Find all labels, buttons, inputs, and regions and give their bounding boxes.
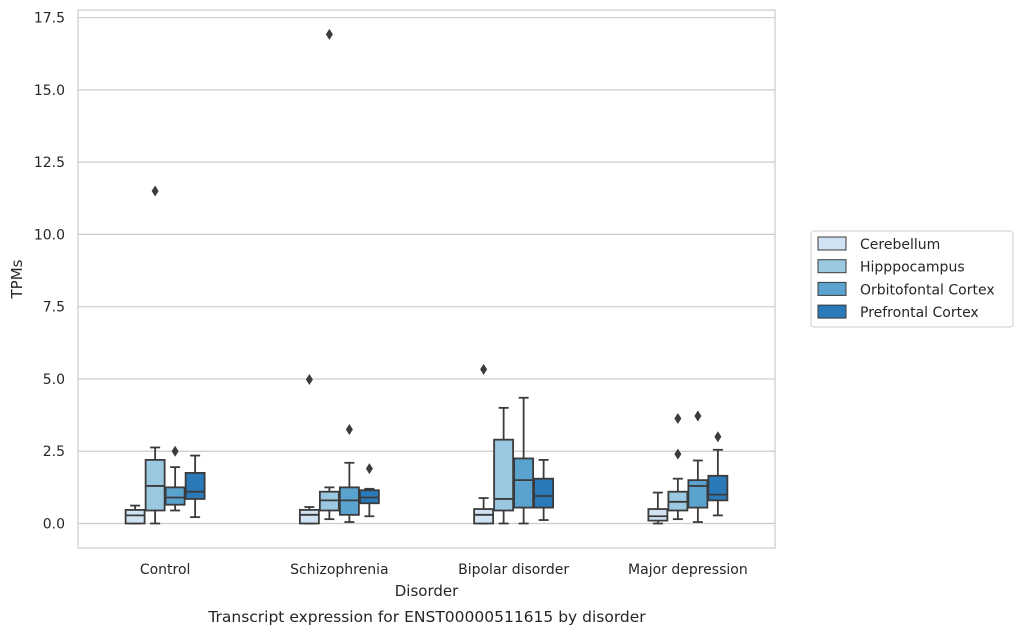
chart-caption: Transcript expression for ENST0000051161… [207,608,646,626]
legend-label: Prefrontal Cortex [860,305,979,321]
box-group [144,185,166,525]
legend-swatch [817,304,847,319]
box [493,438,515,512]
y-tick-label: 12.5 [34,155,65,171]
x-tick-label: Control [140,562,191,578]
box-group [533,458,555,521]
box-group [647,491,669,525]
y-axis-ticks: 0.0 2.5 5.0 7.5 10.0 12.5 15.0 17.5 [34,11,65,533]
box-group [164,445,186,512]
box [184,472,206,500]
outlier-point [694,410,702,422]
outlier-point [325,28,333,40]
x-axis-ticks: Control Schizophrenia Bipolar disorder Majo… [140,562,748,578]
outlier-point [171,445,179,457]
x-axis-title: Disorder [395,582,459,600]
legend: Cerebellum Hipppocampus Orbitofontal Corte… [810,230,1014,328]
legend-swatch [817,236,847,251]
series-hipppocampus [144,28,689,525]
box-group [338,424,360,523]
y-axis-title: TPMs [8,259,26,299]
box-group [667,413,689,521]
box-group [298,374,320,525]
legend-label: Cerebellum [860,237,940,253]
y-tick-label: 2.5 [43,444,65,460]
outlier-point [674,448,682,460]
box [687,479,709,509]
x-tick-label: Bipolar disorder [458,562,569,578]
box-group [124,504,146,525]
box [513,457,535,509]
series-cerebellum [124,363,669,525]
box [298,509,320,525]
legend-swatch [817,281,847,296]
box-group [493,406,515,525]
outlier-point [345,424,353,436]
y-tick-label: 17.5 [34,11,65,27]
legend-frame [810,230,1014,328]
box-group [318,28,340,521]
box [164,486,186,506]
box-group [707,431,729,517]
x-tick-label: Major depression [628,562,748,578]
y-tick-label: 0.0 [43,517,65,533]
series-orbitofontal-cortex [164,396,709,525]
outlier-point [480,363,488,375]
outlier-point [674,413,682,425]
box [473,508,495,525]
plot-frame [77,9,776,549]
y-tick-label: 7.5 [43,300,65,316]
box [647,508,669,522]
outlier-point [714,431,722,443]
box [533,477,555,509]
box-series [124,28,729,525]
box-group [184,454,206,519]
outlier-point [365,463,373,475]
grid-lines [78,16,775,525]
box [124,509,146,525]
legend-label: Orbitofontal Cortex [860,282,995,298]
legend-swatch [817,259,847,274]
series-prefrontal-cortex [184,431,729,521]
outlier-point [151,185,159,197]
box [707,474,729,502]
y-tick-label: 10.0 [34,227,65,243]
box-group [358,463,380,518]
box-group [513,396,535,525]
y-tick-label: 5.0 [43,372,65,388]
legend-label: Hipppocampus [860,260,965,276]
x-tick-label: Schizophrenia [290,562,388,578]
box-group [687,410,709,523]
y-tick-label: 15.0 [34,83,65,99]
box-group [473,363,495,525]
outlier-point [305,374,313,386]
